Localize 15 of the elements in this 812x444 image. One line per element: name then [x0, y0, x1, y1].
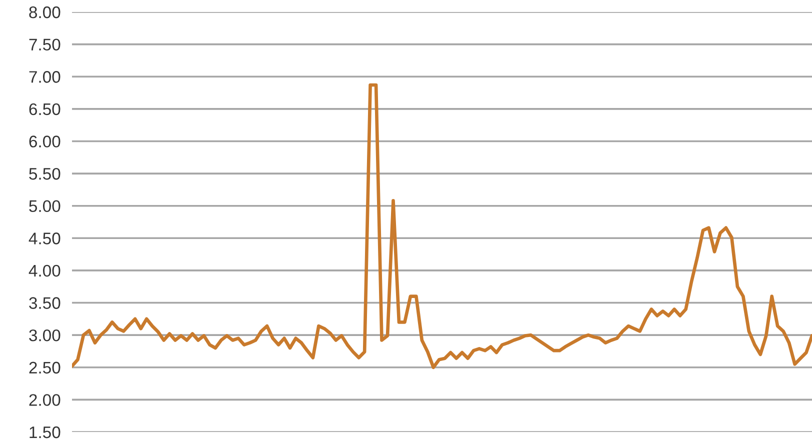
y-tick-label: 2.50: [29, 362, 60, 374]
y-tick-label: 7.00: [29, 71, 60, 83]
y-tick-label: 4.50: [28, 232, 60, 244]
y-tick-label: 3.00: [29, 329, 60, 342]
y-tick-label: 6.50: [29, 103, 60, 116]
y-tick-label: 5.50: [29, 168, 60, 180]
y-tick-label: 2.00: [29, 394, 60, 406]
line-series: [72, 83, 812, 370]
y-tick-label: 5.00: [29, 200, 60, 212]
y-tick-label: 4.00: [28, 264, 60, 277]
y-tick-label: 3.50: [29, 297, 60, 309]
y-tick-label: 7.50: [29, 38, 60, 51]
y-tick-label: 8.00: [29, 6, 60, 18]
y-tick-label: 6.00: [29, 136, 60, 148]
y-tick-label: 1.50: [30, 426, 60, 438]
